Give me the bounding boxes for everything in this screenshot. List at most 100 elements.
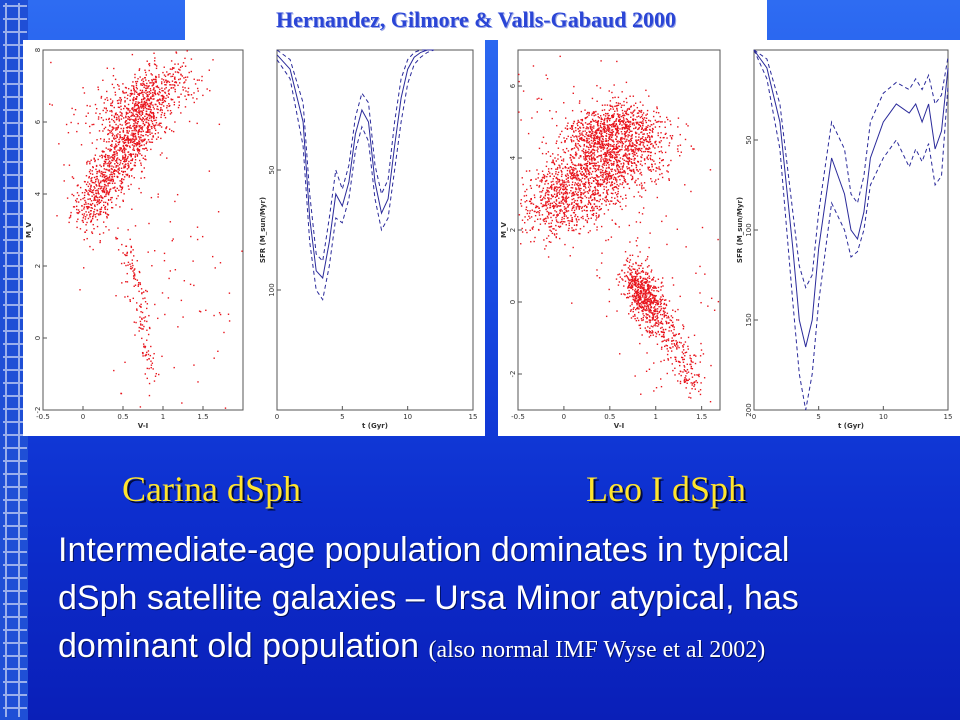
data-point <box>114 160 117 162</box>
data-point <box>634 283 637 286</box>
data-point <box>119 148 121 151</box>
data-point <box>608 129 611 131</box>
data-point <box>118 119 120 121</box>
data-point <box>105 158 108 161</box>
data-point <box>651 332 654 334</box>
data-point <box>633 153 635 156</box>
data-point <box>637 306 639 309</box>
data-point <box>552 159 554 161</box>
data-point <box>584 204 587 207</box>
data-point <box>555 173 557 175</box>
data-point <box>565 195 568 197</box>
data-point <box>89 203 91 205</box>
data-point <box>623 159 625 162</box>
data-point <box>83 238 85 241</box>
data-point <box>569 170 571 173</box>
data-point <box>90 178 92 180</box>
data-point <box>86 161 88 164</box>
data-point <box>117 168 119 171</box>
data-point <box>601 138 604 140</box>
data-point <box>597 120 600 122</box>
data-point <box>607 149 609 152</box>
data-point <box>168 93 170 95</box>
data-point <box>148 62 151 65</box>
data-point <box>121 150 124 152</box>
data-point <box>558 237 561 240</box>
data-point <box>152 93 154 96</box>
data-point <box>615 181 618 183</box>
data-point <box>128 122 130 124</box>
data-point <box>603 180 605 182</box>
data-point <box>118 99 120 101</box>
data-point <box>90 213 92 215</box>
data-point <box>153 116 155 119</box>
data-point <box>93 204 96 206</box>
data-point <box>148 358 150 360</box>
data-point <box>634 149 637 151</box>
data-point <box>600 156 603 158</box>
data-point <box>133 104 136 106</box>
data-point <box>547 189 549 192</box>
data-point <box>525 208 527 211</box>
data-point <box>575 174 577 177</box>
data-point <box>691 367 694 370</box>
data-point <box>133 88 135 91</box>
data-point <box>93 176 96 179</box>
data-point <box>610 145 612 147</box>
data-point <box>630 317 633 319</box>
data-point <box>665 340 668 342</box>
data-point <box>631 279 634 282</box>
data-point <box>609 154 612 156</box>
data-point <box>136 147 139 150</box>
data-point <box>581 174 583 176</box>
data-point <box>546 173 549 176</box>
data-point <box>96 212 98 215</box>
data-point <box>541 189 544 192</box>
data-point <box>583 173 585 176</box>
data-point <box>628 286 630 289</box>
data-point <box>570 177 572 180</box>
data-point <box>617 96 620 99</box>
data-point <box>594 158 597 161</box>
data-point <box>613 160 615 163</box>
data-point <box>685 351 688 354</box>
data-point <box>149 97 152 100</box>
scatter-points <box>49 50 243 409</box>
data-point <box>566 203 569 205</box>
data-point <box>107 177 109 179</box>
data-point <box>629 254 631 257</box>
data-point <box>649 316 651 318</box>
data-point <box>138 140 140 142</box>
data-point <box>598 166 600 168</box>
data-point <box>565 199 567 201</box>
data-point <box>148 69 150 72</box>
data-point <box>650 332 653 334</box>
data-point <box>560 187 562 189</box>
data-point <box>592 162 594 164</box>
data-point <box>601 203 603 205</box>
data-point <box>122 138 125 141</box>
data-point <box>659 115 661 118</box>
data-point <box>604 171 607 173</box>
data-point <box>75 201 78 203</box>
data-point <box>628 108 631 110</box>
data-point <box>134 103 136 105</box>
data-point <box>124 154 127 156</box>
data-point <box>655 287 657 289</box>
data-point <box>588 148 590 151</box>
data-point <box>646 302 648 304</box>
data-point <box>121 149 123 151</box>
data-point <box>600 158 602 160</box>
data-point <box>626 124 628 126</box>
data-point <box>615 143 618 146</box>
data-point <box>631 162 634 164</box>
data-point <box>145 147 148 150</box>
data-point <box>110 148 113 151</box>
data-point <box>621 208 623 211</box>
data-point <box>544 183 546 185</box>
data-point <box>587 154 590 157</box>
data-point <box>634 127 637 129</box>
data-point <box>127 94 129 96</box>
data-point <box>636 270 639 272</box>
